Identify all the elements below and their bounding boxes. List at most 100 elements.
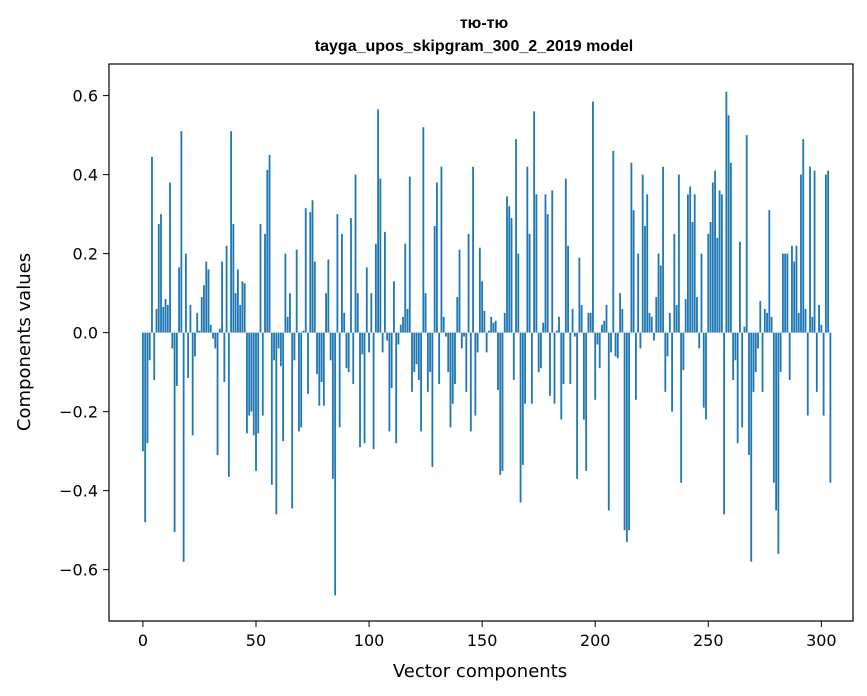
- bar: [521, 332, 524, 465]
- bar: [702, 332, 705, 408]
- bar: [456, 297, 459, 333]
- bar: [255, 332, 257, 471]
- bar: [277, 332, 280, 349]
- bar: [714, 170, 716, 333]
- bar: [142, 332, 144, 452]
- bar: [748, 332, 750, 456]
- bar: [289, 293, 291, 333]
- bar: [189, 304, 192, 333]
- bar: [445, 332, 447, 337]
- bar: [729, 162, 732, 333]
- bar: [433, 225, 436, 333]
- bar: [227, 332, 230, 477]
- bar: [779, 332, 782, 373]
- bar: [601, 324, 603, 333]
- bar: [696, 297, 698, 333]
- bar: [447, 332, 450, 373]
- bar: [546, 214, 549, 333]
- bar: [331, 332, 334, 479]
- bar: [564, 178, 567, 333]
- bar: [354, 174, 357, 333]
- bar: [350, 218, 352, 333]
- bar: [216, 332, 219, 456]
- bar: [646, 194, 649, 333]
- bar: [225, 245, 228, 333]
- bar: [512, 332, 515, 381]
- bar: [759, 301, 762, 333]
- bar: [203, 285, 205, 333]
- bar: [797, 312, 800, 333]
- bar: [458, 249, 461, 333]
- bar: [666, 332, 669, 357]
- bar: [264, 233, 266, 333]
- bar: [157, 223, 160, 333]
- bar: [363, 332, 366, 444]
- bar: [327, 259, 330, 333]
- bar: [365, 267, 368, 333]
- bar: [668, 312, 671, 333]
- bar: [187, 332, 190, 379]
- bar: [239, 304, 242, 333]
- chart-title: тю-тю: [460, 15, 509, 32]
- bar: [700, 253, 703, 333]
- y-tick-label: 0.6: [73, 87, 98, 106]
- bar: [420, 332, 422, 432]
- bar: [411, 332, 413, 392]
- bar: [537, 332, 540, 373]
- bar: [436, 182, 438, 333]
- bar: [221, 261, 223, 333]
- bar: [639, 332, 642, 349]
- bar: [237, 269, 239, 333]
- bar: [293, 332, 296, 361]
- bar: [510, 218, 513, 333]
- bar: [184, 253, 187, 333]
- bar: [766, 312, 768, 333]
- bar: [388, 332, 391, 432]
- bar: [757, 332, 759, 349]
- bar: [313, 261, 316, 333]
- bar: [422, 127, 425, 333]
- bar: [811, 316, 814, 333]
- bar: [279, 332, 282, 367]
- bar: [488, 330, 490, 333]
- bar: [632, 210, 635, 333]
- bar: [175, 332, 178, 386]
- bar: [173, 332, 176, 533]
- bar: [804, 308, 807, 333]
- x-tick-label: 150: [467, 631, 498, 650]
- y-tick-label: −0.4: [59, 482, 98, 501]
- bar: [146, 332, 149, 444]
- bar: [777, 332, 780, 554]
- bar: [246, 332, 248, 434]
- bar: [727, 115, 730, 333]
- bar: [390, 332, 393, 388]
- bar: [802, 139, 805, 333]
- x-tick-label: 0: [138, 631, 148, 650]
- bar: [485, 332, 488, 353]
- bar: [540, 332, 542, 369]
- bar: [153, 332, 156, 381]
- bar: [329, 332, 332, 361]
- bar: [492, 322, 495, 333]
- bar: [614, 332, 617, 357]
- bar: [519, 332, 522, 503]
- bar: [535, 194, 538, 333]
- bar: [463, 332, 465, 337]
- bar: [424, 293, 427, 333]
- x-axis-ticks: 0 50 100 150 200 250 300: [138, 621, 837, 650]
- bar: [300, 332, 303, 428]
- bar: [576, 332, 579, 479]
- bar: [635, 332, 637, 400]
- bar: [478, 247, 481, 333]
- bar: [619, 293, 621, 333]
- bar: [553, 332, 556, 404]
- bar: [343, 312, 346, 333]
- bar: [356, 293, 359, 333]
- bar: [291, 332, 294, 509]
- bar: [406, 308, 409, 333]
- bar: [286, 316, 289, 333]
- bar: [664, 332, 667, 392]
- bar: [768, 210, 771, 333]
- bar: [650, 316, 653, 333]
- bar: [530, 332, 533, 404]
